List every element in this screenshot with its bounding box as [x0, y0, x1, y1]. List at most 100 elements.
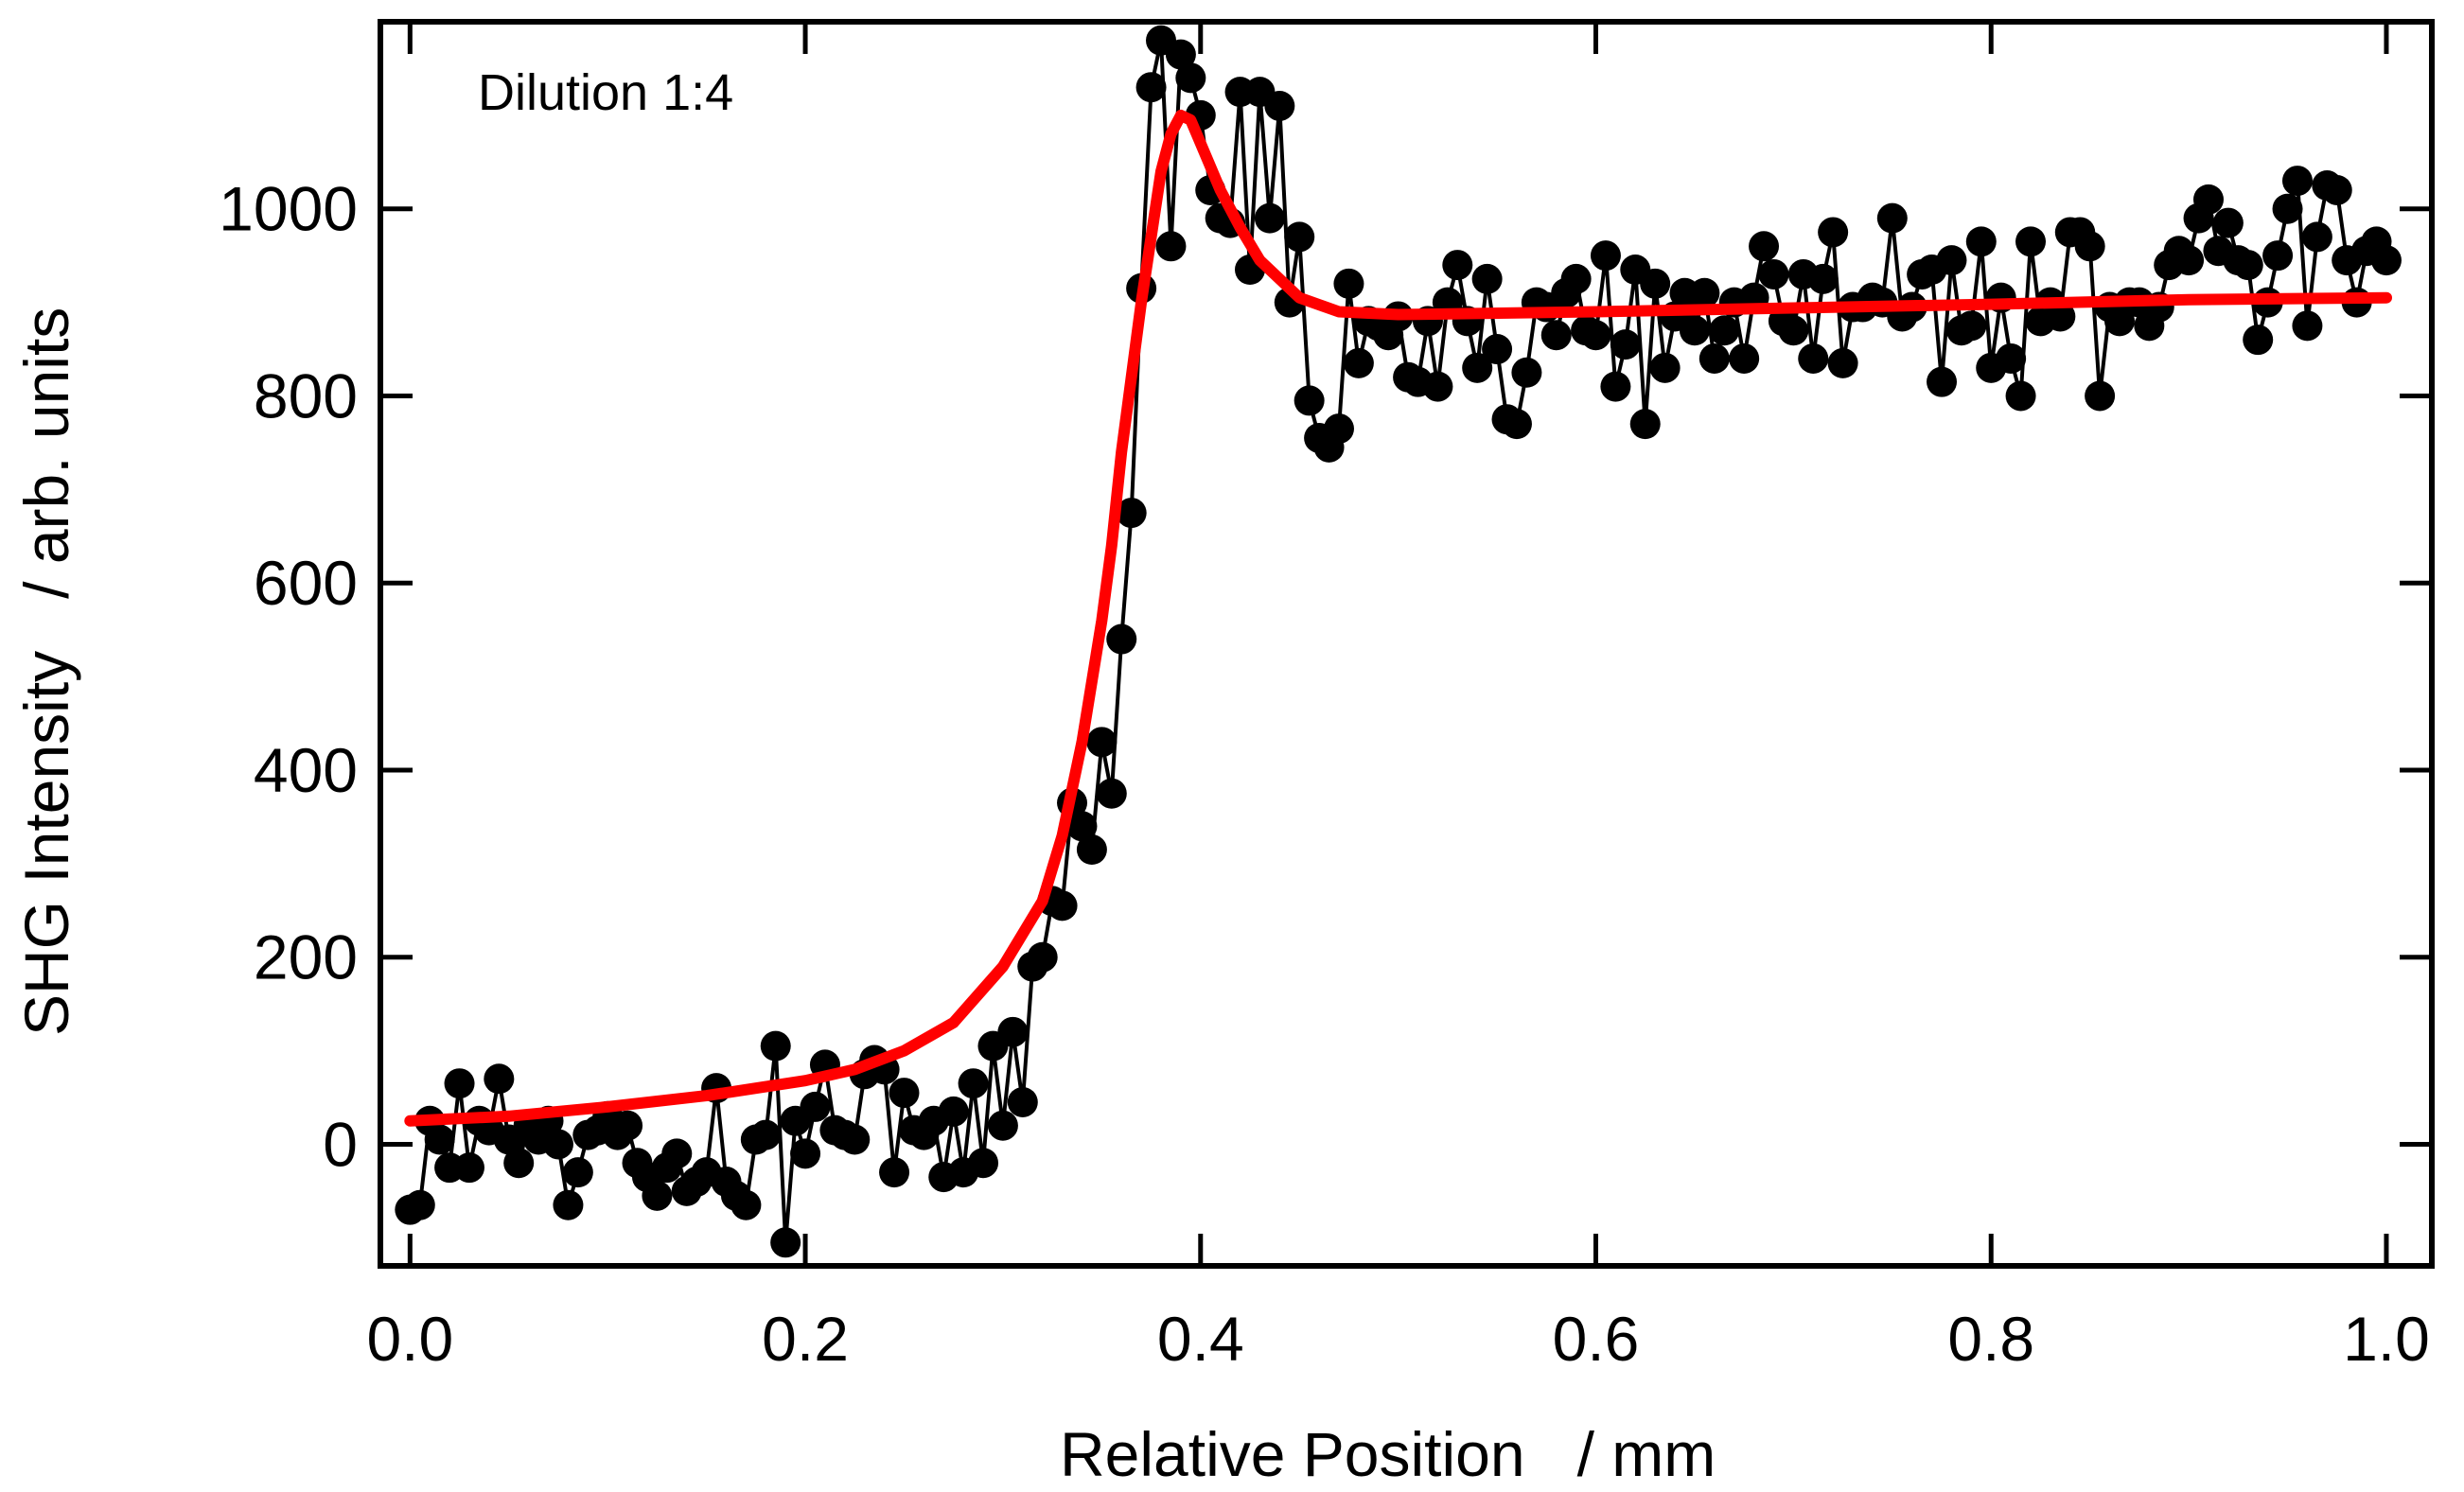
data-point: [1629, 409, 1661, 440]
x-axis-title: Relative Position / mm: [1060, 1419, 1716, 1489]
data-point: [1066, 811, 1098, 842]
data-point: [1758, 258, 1789, 290]
data-point: [503, 1148, 535, 1179]
fit-curve: [404, 109, 2392, 1127]
data-point: [1649, 352, 1681, 383]
annotation-label: Dilution 1:4: [478, 64, 733, 121]
data-point: [1462, 352, 1493, 383]
data-point: [612, 1110, 643, 1141]
data-point: [1807, 263, 1839, 294]
data-point: [987, 1110, 1018, 1141]
data-point: [642, 1180, 673, 1211]
data-point: [1927, 366, 1958, 397]
data-point: [1778, 315, 1809, 346]
data-point: [938, 1096, 969, 1127]
data-point: [968, 1148, 999, 1179]
data-point: [1876, 202, 1908, 234]
data-point: [879, 1157, 910, 1188]
data-point: [1996, 342, 2027, 374]
data-point: [1818, 217, 1849, 248]
data-point: [1086, 727, 1118, 758]
data-point: [1956, 310, 1987, 342]
data-point: [1729, 342, 1760, 374]
data-point: [1333, 268, 1364, 299]
data-point: [1749, 231, 1780, 262]
data-point: [1254, 202, 1285, 234]
data-point: [1640, 268, 1671, 299]
data-point: [404, 1189, 435, 1220]
y-axis-title: SHG Intensity / arb. units: [11, 307, 81, 1036]
data-point: [1965, 226, 1997, 257]
fit-layer: [404, 109, 2392, 1127]
data-point: [1323, 413, 1354, 445]
data-point: [1511, 357, 1542, 388]
data-point: [1540, 320, 1572, 351]
x-tick-label: 0.8: [1947, 1304, 2034, 1374]
data-point: [958, 1068, 989, 1099]
data-point: [1501, 409, 1532, 440]
data-point: [1096, 778, 1127, 809]
data-point: [2262, 240, 2294, 272]
data-point: [1047, 890, 1078, 922]
data-point: [1709, 315, 1740, 346]
data-point: [2074, 231, 2105, 262]
data-point: [1175, 62, 1206, 94]
y-tick-label: 600: [254, 548, 358, 618]
x-tick-label: 1.0: [2343, 1304, 2430, 1374]
data-point: [2272, 193, 2303, 224]
data-point: [997, 1016, 1029, 1047]
data-point: [444, 1068, 475, 1099]
data-point: [1135, 72, 1167, 103]
data-point: [1027, 941, 1058, 973]
data-point: [730, 1189, 762, 1220]
data-point: [661, 1138, 693, 1169]
data-point: [1343, 347, 1374, 378]
data-point: [889, 1078, 920, 1109]
data-point: [1155, 231, 1187, 262]
data-point: [839, 1124, 871, 1155]
data-point: [2212, 207, 2244, 238]
data-point: [453, 1152, 484, 1184]
data-point: [2292, 310, 2323, 342]
data-point: [1284, 221, 1315, 253]
data-point: [424, 1124, 455, 1155]
data-point: [1610, 329, 1641, 360]
data-point: [1007, 1086, 1038, 1117]
data-point: [2232, 250, 2263, 281]
x-tick-label: 0.2: [762, 1304, 849, 1374]
data-point: [1294, 385, 1325, 416]
data-point: [484, 1063, 515, 1095]
y-tick-label: 200: [254, 922, 358, 992]
data-point: [1264, 90, 1295, 121]
data-point: [1106, 623, 1137, 655]
data-point: [2174, 245, 2205, 276]
data-point: [2321, 174, 2352, 205]
data-point: [1679, 315, 1710, 346]
data-point: [1827, 347, 1858, 378]
data-point: [2015, 226, 2047, 257]
data-point: [1116, 498, 1147, 529]
data-point: [1076, 834, 1107, 866]
y-tick-label: 0: [323, 1109, 358, 1179]
tick-layer: 0.0 0.2 0.4 0.6 0.8 1.0 0 200 400 600 800 1000: [219, 22, 2432, 1374]
data-point: [2005, 380, 2036, 412]
data-point: [562, 1157, 593, 1188]
data-point: [2192, 184, 2224, 215]
plot-frame: [378, 19, 2435, 1269]
data-point: [800, 1091, 831, 1122]
data-point: [1165, 39, 1196, 70]
data-point: [2243, 325, 2274, 356]
data-point: [770, 1227, 801, 1258]
data-point: [1698, 342, 1730, 374]
data-point: [1936, 245, 1967, 276]
data-point: [2085, 380, 2116, 412]
x-tick-label: 0.4: [1157, 1304, 1244, 1374]
x-tick-label: 0.6: [1553, 1304, 1640, 1374]
data-point: [1689, 277, 1720, 308]
data-point: [790, 1138, 821, 1169]
data-point: [1798, 342, 1829, 374]
y-tick-label: 1000: [219, 174, 358, 244]
y-tick-label: 400: [254, 735, 358, 805]
data-point: [1590, 240, 1621, 272]
